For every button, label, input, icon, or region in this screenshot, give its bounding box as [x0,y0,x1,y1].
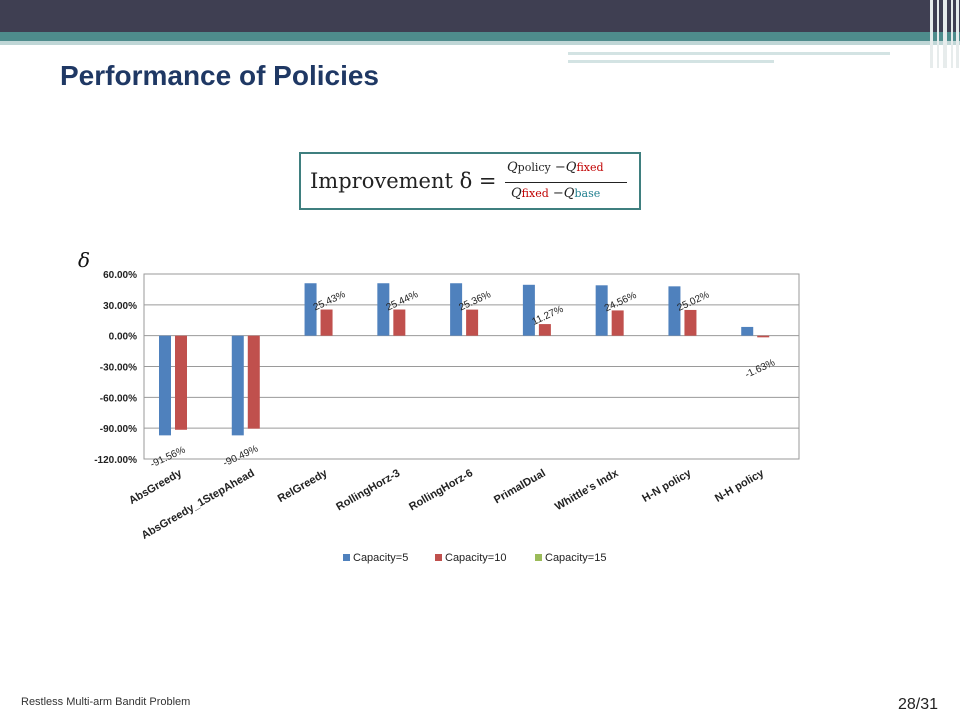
bar-capacity-10 [757,335,770,338]
bar-capacity-5 [231,335,244,436]
accent-band-light [0,41,960,45]
bar-capacity-10 [538,324,551,336]
bar-capacity-5 [159,335,171,436]
bar-capacity-5 [304,283,317,336]
bar-capacity-5 [668,286,681,336]
top-banner [0,0,960,32]
legend-swatch [535,554,542,561]
y-tick-label: 0.00% [109,332,137,343]
bar-capacity-10 [466,309,479,336]
y-tick-label: -30.00% [100,363,137,374]
bar-capacity-5 [522,284,535,336]
fraction-bar [505,182,627,183]
legend-label: Capacity=10 [445,552,506,564]
decor-line [568,60,774,63]
x-category-label: N-H policy [713,467,767,505]
page-number: 28/31 [898,696,939,713]
y-tick-label: -120.00% [94,455,137,466]
bar-capacity-10 [684,309,697,336]
decor-stripes [928,0,960,68]
x-category-label: PrimalDual [492,467,548,506]
bar-capacity-10 [175,335,187,430]
decor-line [568,52,890,55]
formula-denominator: Qfixed −Qbase [511,186,601,201]
bar-capacity-5 [595,285,608,336]
formula-lhs: Improvement δ = [310,169,497,193]
bar-capacity-10 [247,335,260,429]
bar-capacity-10 [611,310,624,336]
bar-capacity-10 [320,309,333,336]
y-tick-label: -60.00% [100,393,137,404]
x-category-label: H-N policy [640,467,694,505]
bar-capacity-5 [377,283,390,336]
legend-swatch [435,554,442,561]
legend-label: Capacity=15 [545,552,606,564]
y-tick-label: 60.00% [103,270,137,281]
y-tick-label: -90.00% [100,424,137,435]
y-axis-symbol: δ [78,248,91,272]
bar-capacity-5 [741,326,754,336]
improvement-formula: Improvement δ = Qpolicy −Qfixed Qfixed −… [299,152,641,210]
bar-capacity-5 [450,283,463,336]
x-category-label: Whittle's Indx [553,467,621,513]
x-category-label: RollingHorz-6 [407,467,475,513]
bar-capacity-10 [393,309,406,336]
x-category-label: AbsGreedy [127,467,185,507]
y-tick-label: 30.00% [103,301,137,312]
slide-title: Performance of Policies [60,60,380,91]
legend-label: Capacity=5 [353,552,408,564]
x-category-label: RollingHorz-3 [334,467,402,513]
formula-numerator: Qpolicy −Qfixed [507,160,604,175]
accent-band [0,32,960,41]
x-category-label: RelGreedy [276,467,330,505]
footer-text: Restless Multi-arm Bandit Problem [21,696,191,708]
legend-swatch [343,554,350,561]
